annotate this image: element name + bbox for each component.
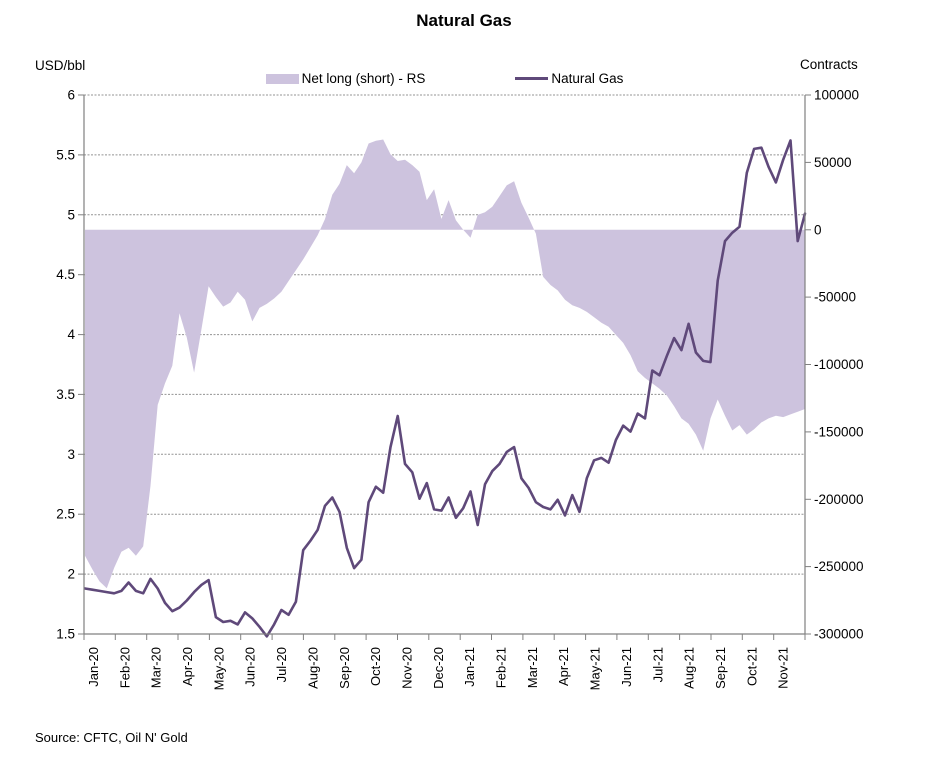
line-swatch-icon (515, 77, 549, 80)
svg-text:1.5: 1.5 (56, 627, 75, 642)
svg-text:Apr-20: Apr-20 (180, 647, 195, 686)
svg-text:-100000: -100000 (814, 357, 864, 372)
svg-text:Mar-21: Mar-21 (525, 647, 540, 688)
svg-text:Jul-20: Jul-20 (274, 647, 289, 682)
svg-text:Feb-21: Feb-21 (494, 647, 509, 688)
legend-label-natural-gas: Natural Gas (551, 71, 624, 86)
svg-text:5: 5 (67, 207, 75, 222)
svg-text:Nov-20: Nov-20 (400, 647, 415, 689)
svg-text:Sep-20: Sep-20 (337, 647, 352, 689)
svg-text:Jun-21: Jun-21 (619, 647, 634, 687)
left-axis-unit-label: USD/bbl (35, 58, 86, 73)
right-axis-unit-label: Contracts (800, 57, 858, 72)
svg-text:Apr-21: Apr-21 (556, 647, 571, 686)
svg-text:May-20: May-20 (211, 647, 226, 690)
svg-text:Dec-20: Dec-20 (431, 647, 446, 689)
svg-text:-250000: -250000 (814, 559, 864, 574)
svg-text:4: 4 (67, 327, 75, 342)
right-axis-ticks: 100000 50000 0 -50000 -100000 -150000 -200000 -… (805, 88, 864, 642)
area-swatch-icon (265, 73, 299, 84)
svg-text:Jan-20: Jan-20 (86, 647, 101, 687)
svg-text:2: 2 (67, 567, 75, 582)
chart-title: Natural Gas (416, 11, 512, 30)
svg-text:Nov-21: Nov-21 (776, 647, 791, 689)
svg-text:0: 0 (814, 222, 822, 237)
svg-text:5.5: 5.5 (56, 147, 75, 162)
price-line (83, 139, 807, 638)
svg-text:3.5: 3.5 (56, 387, 75, 402)
svg-text:Aug-20: Aug-20 (305, 647, 320, 689)
svg-text:100000: 100000 (814, 88, 859, 103)
svg-text:6: 6 (67, 88, 75, 103)
svg-text:Jun-20: Jun-20 (243, 647, 258, 687)
legend-label-net-long: Net long (short) - RS (301, 71, 426, 86)
svg-text:Mar-20: Mar-20 (149, 647, 164, 688)
svg-text:2.5: 2.5 (56, 507, 75, 522)
svg-text:-150000: -150000 (814, 424, 864, 439)
x-axis-ticks: Jan-20 Feb-20 Mar-20 Apr-20 May-20 Jun-20 Jul-… (83, 634, 806, 690)
svg-text:-200000: -200000 (814, 492, 864, 507)
svg-text:Jul-21: Jul-21 (650, 647, 665, 682)
source-note: Source: CFTC, Oil N' Gold (35, 730, 188, 745)
legend: Net long (short) - RS Natural Gas (84, 71, 805, 86)
svg-text:May-21: May-21 (588, 647, 603, 690)
svg-text:4.5: 4.5 (56, 267, 75, 282)
svg-text:Sep-21: Sep-21 (713, 647, 728, 689)
legend-item-natural-gas: Natural Gas (515, 71, 623, 86)
svg-text:Oct-20: Oct-20 (368, 647, 383, 686)
legend-item-net-long: Net long (short) - RS (265, 71, 426, 86)
svg-text:-300000: -300000 (814, 627, 864, 642)
svg-text:50000: 50000 (814, 155, 852, 170)
svg-text:Jan-21: Jan-21 (462, 647, 477, 687)
svg-text:Oct-21: Oct-21 (744, 647, 759, 686)
left-axis-ticks: 6 5.5 5 4.5 4 3.5 3 2.5 2 1.5 (56, 88, 84, 642)
net-position-area (85, 139, 805, 589)
svg-text:Aug-21: Aug-21 (682, 647, 697, 689)
svg-text:Feb-20: Feb-20 (117, 647, 132, 688)
svg-text:3: 3 (67, 447, 75, 462)
svg-text:-50000: -50000 (814, 290, 856, 305)
